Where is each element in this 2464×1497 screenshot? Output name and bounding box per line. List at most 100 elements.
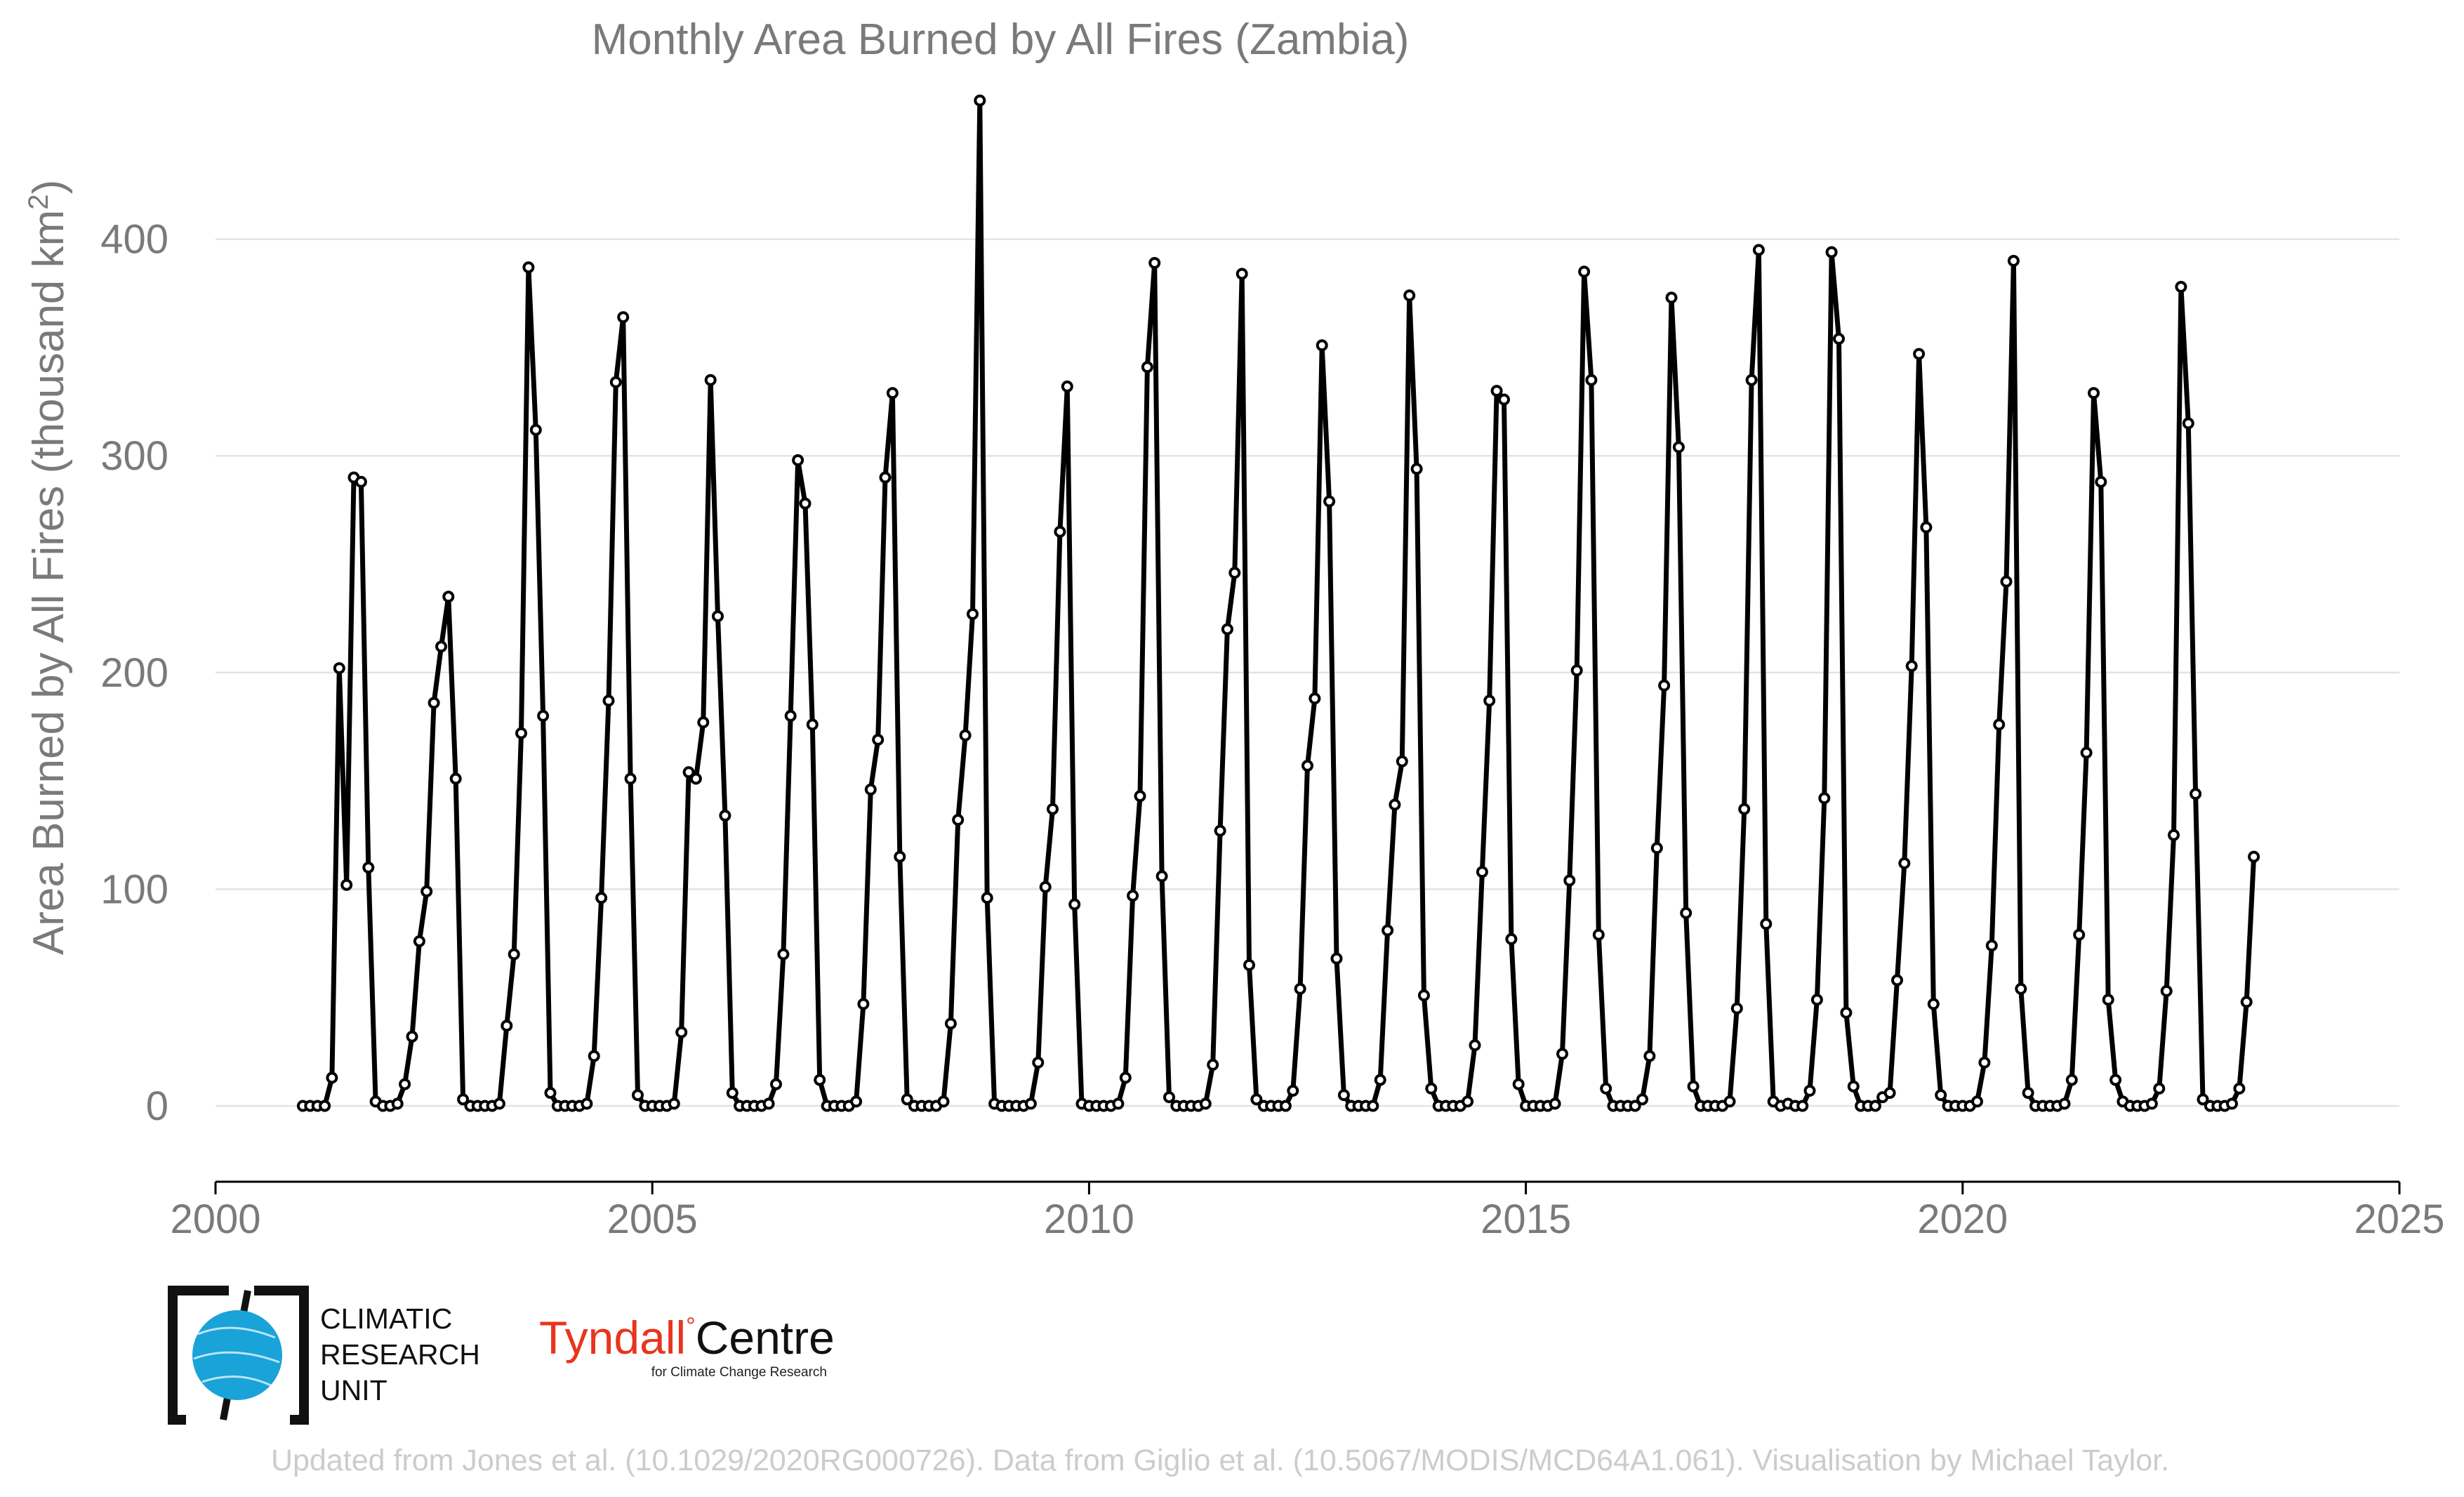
tyndall-tagline: for Climate Change Research (651, 1365, 827, 1380)
data-point (1410, 463, 1423, 475)
cru-line-2: RESEARCH (320, 1338, 480, 1371)
data-point (2226, 1097, 2238, 1110)
data-point (1389, 798, 1401, 811)
data-point (1323, 495, 1336, 508)
data-point (2080, 746, 2093, 759)
data-point (697, 716, 710, 729)
data-point (515, 727, 527, 739)
data-point (792, 454, 804, 466)
data-point (1935, 1089, 1947, 1102)
data-point (857, 998, 870, 1010)
y-axis-label: Area Burned by All Fires (thousand km2) (23, 180, 73, 955)
data-point (1163, 1091, 1175, 1104)
data-point (1236, 268, 1248, 280)
data-point (2233, 1082, 2246, 1095)
y-tick-label: 300 (100, 433, 168, 479)
data-point (1680, 906, 1693, 919)
data-point (2000, 575, 2013, 588)
data-point (632, 1089, 644, 1102)
data-point (537, 710, 550, 722)
data-point (1039, 881, 1052, 893)
data-point (1337, 1089, 1350, 1102)
data-point (1833, 333, 1845, 345)
data-point (1512, 1078, 1525, 1090)
data-point (1745, 374, 1758, 386)
cru-line-1: CLIMATIC (320, 1303, 452, 1335)
data-point (624, 772, 637, 785)
data-point (340, 878, 353, 891)
data-point (501, 1020, 513, 1032)
data-point (712, 610, 724, 623)
data-point (2007, 255, 2020, 267)
data-point (1316, 339, 1328, 352)
data-point (675, 1026, 688, 1038)
data-point (1556, 1048, 1568, 1060)
data-point (319, 1100, 331, 1112)
data-point (1585, 374, 1598, 386)
data-point (981, 892, 993, 904)
tyndall-logo: Tyndall°Centre for Climate Change Resear… (539, 1312, 835, 1380)
data-point (1054, 525, 1066, 538)
data-point (588, 1050, 600, 1062)
data-point (901, 1093, 913, 1106)
data-point (1840, 1006, 1853, 1019)
tyndall-name: Tyndall (539, 1312, 686, 1364)
x-tick-label: 2005 (607, 1196, 698, 1242)
data-point (1250, 1093, 1263, 1106)
data-point (850, 1095, 863, 1108)
data-point (1898, 857, 1911, 869)
data-point (799, 497, 812, 510)
x-axis-ticks: 2000 2005 2010 2015 2020 2025 (170, 1182, 2445, 1242)
data-point (493, 1097, 505, 1110)
data-point (399, 1078, 411, 1090)
data-point (1032, 1056, 1045, 1069)
data-point (2145, 1097, 2158, 1110)
y-tick-label: 100 (100, 866, 168, 912)
data-point (1127, 890, 1139, 902)
data-point (1563, 874, 1576, 887)
data-point (2065, 1074, 2078, 1086)
data-point (726, 1087, 738, 1099)
data-point (1643, 1050, 1656, 1062)
data-point (886, 387, 899, 400)
data-point (770, 1078, 782, 1090)
data-point (2190, 788, 2202, 800)
x-tick-label: 2020 (1917, 1196, 2008, 1242)
data-point (1687, 1080, 1700, 1093)
data-point (1134, 790, 1146, 803)
data-point (1738, 803, 1751, 815)
data-point (1374, 1074, 1386, 1086)
data-point (1207, 1058, 1219, 1071)
data-point (1730, 1002, 1743, 1015)
data-point (1119, 1071, 1132, 1084)
data-point (1287, 1084, 1299, 1097)
data-point (595, 892, 608, 904)
y-tick-label: 200 (100, 650, 168, 696)
x-tick-label: 2000 (170, 1196, 260, 1242)
data-point (2058, 1097, 2071, 1110)
data-point (1993, 718, 2006, 731)
data-point (1141, 361, 1153, 374)
data-point (1483, 694, 1496, 707)
data-point (391, 1097, 404, 1110)
data-point (2175, 281, 2187, 293)
data-point (2153, 1082, 2166, 1095)
data-point (2248, 850, 2260, 863)
data-point (2022, 1087, 2034, 1099)
data-point (1112, 1097, 1125, 1110)
data-point (2240, 996, 2253, 1008)
data-point (1920, 521, 1933, 534)
data-point (1883, 1087, 1896, 1099)
data-point (1155, 870, 1168, 883)
data-point (1578, 265, 1591, 278)
data-point (522, 261, 535, 274)
data-point (617, 311, 630, 324)
svg-text:Tyndall°Centre: Tyndall°Centre (539, 1312, 835, 1364)
data-point (1505, 932, 1518, 945)
data-point (2095, 475, 2107, 488)
data-point (1752, 244, 1765, 256)
data-point (406, 1030, 418, 1043)
data-point (449, 772, 462, 785)
data-point (2073, 928, 2086, 941)
data-point (2102, 994, 2114, 1006)
